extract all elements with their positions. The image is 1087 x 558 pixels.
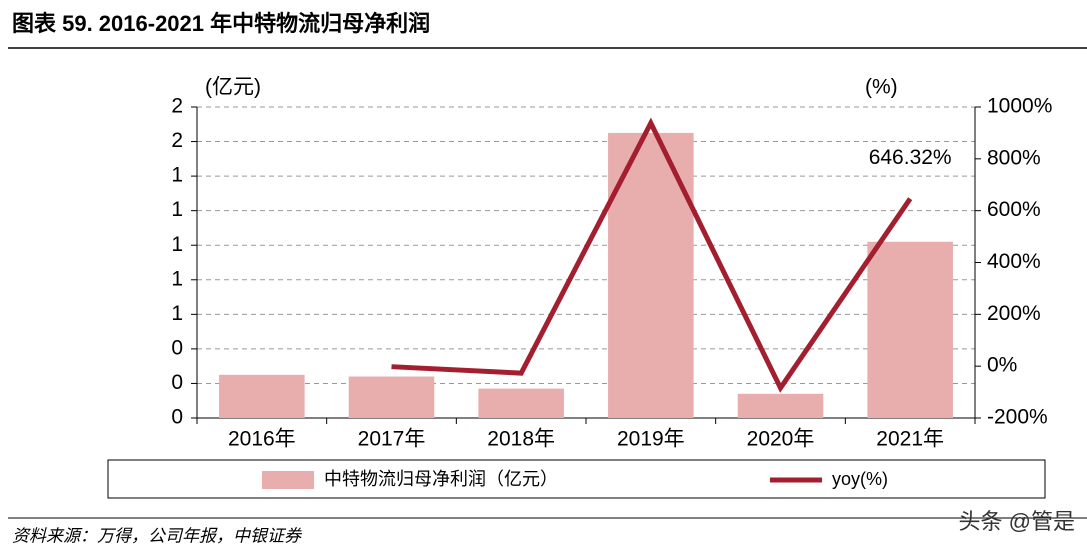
line <box>391 117 913 393</box>
y2-tick-label: 600% <box>987 198 1041 221</box>
y-tick-label: 0 <box>171 406 183 429</box>
y-tick-label: 1 <box>171 233 183 256</box>
y2-tick-label: 800% <box>987 146 1041 169</box>
legend-label: yoy(%) <box>832 469 888 489</box>
bar <box>737 393 824 418</box>
x-tick-label: 2021年 <box>876 428 944 451</box>
y2-tick-label: 200% <box>987 302 1041 325</box>
y2-tick-label: 400% <box>987 250 1041 273</box>
bar <box>478 388 564 418</box>
x-tick-label: 2016年 <box>228 428 296 451</box>
y-tick-label: 2 <box>171 129 183 152</box>
bar <box>867 241 953 418</box>
y-tick-label: 1 <box>171 164 183 187</box>
y-axis-label: (亿元) <box>205 76 261 99</box>
y-tick-label: 1 <box>171 267 183 290</box>
legend-box <box>107 459 1046 499</box>
y2-tick-label: 1000% <box>987 95 1052 118</box>
data-label: 646.32% <box>869 146 952 169</box>
y2-tick-label: 0% <box>987 354 1017 377</box>
y-tick-label: 1 <box>171 198 183 221</box>
chart-title: 图表 59. 2016-2021 年中特物流归母净利润 <box>12 11 430 36</box>
x-tick-label: 2018年 <box>487 428 555 451</box>
y-tick-label: 0 <box>171 371 183 394</box>
x-tick-label: 2020年 <box>747 428 815 451</box>
legend-swatch <box>262 471 314 489</box>
watermark: 头条 @管是 <box>959 509 1075 534</box>
legend-label: 中特物流归母净利润（亿元） <box>324 469 558 489</box>
y-tick-label: 1 <box>171 302 183 325</box>
y-tick-label: 0 <box>171 336 183 359</box>
y2-tick-label: -200% <box>987 406 1048 429</box>
y-tick-label: 2 <box>171 95 183 118</box>
bar <box>348 376 435 418</box>
y2-axis-label: (%) <box>865 76 898 99</box>
x-tick-label: 2017年 <box>358 428 426 451</box>
x-tick-label: 2019年 <box>617 428 685 451</box>
source: 资料来源：万得，公司年报，中银证券 <box>12 526 303 545</box>
bar <box>219 374 305 418</box>
